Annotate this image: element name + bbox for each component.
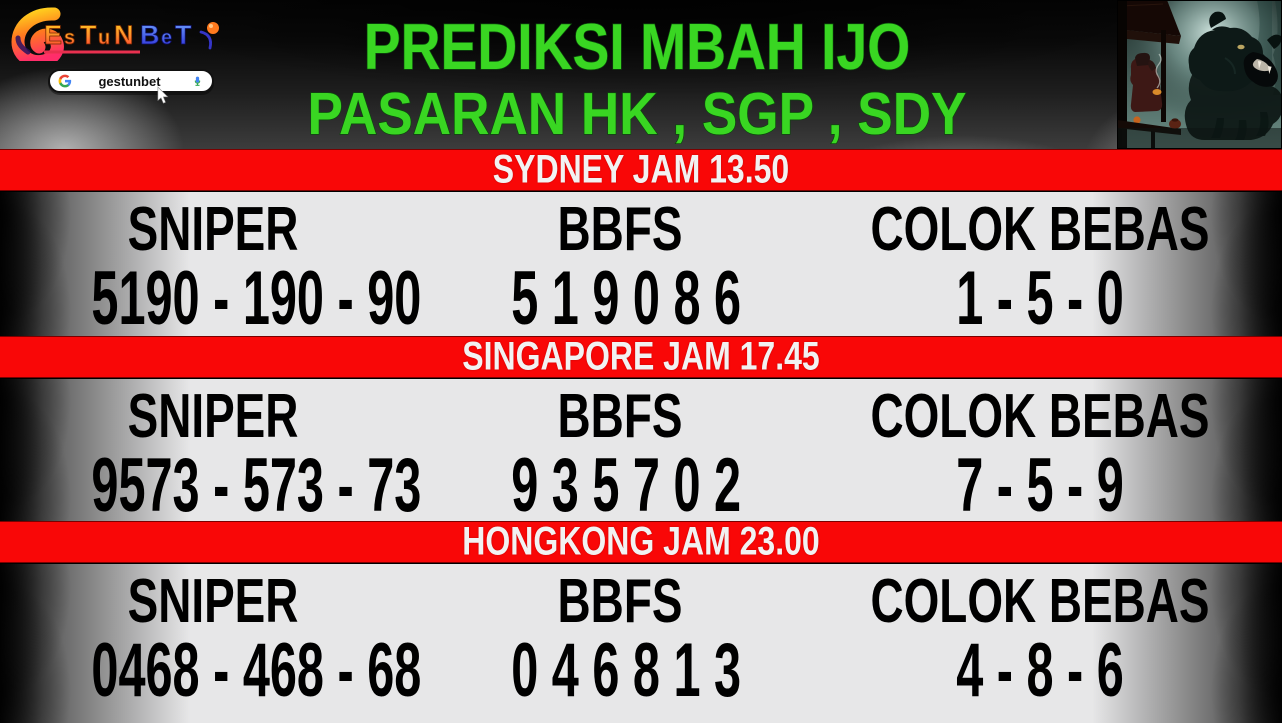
svg-text:T: T xyxy=(175,20,192,50)
svg-text:u: u xyxy=(98,27,110,49)
svg-text:E: E xyxy=(44,20,62,50)
svg-text:B: B xyxy=(140,20,160,50)
svg-text:N: N xyxy=(114,20,134,50)
svg-text:s: s xyxy=(64,27,75,49)
svg-text:T: T xyxy=(80,20,97,50)
svg-text:e: e xyxy=(161,27,172,49)
